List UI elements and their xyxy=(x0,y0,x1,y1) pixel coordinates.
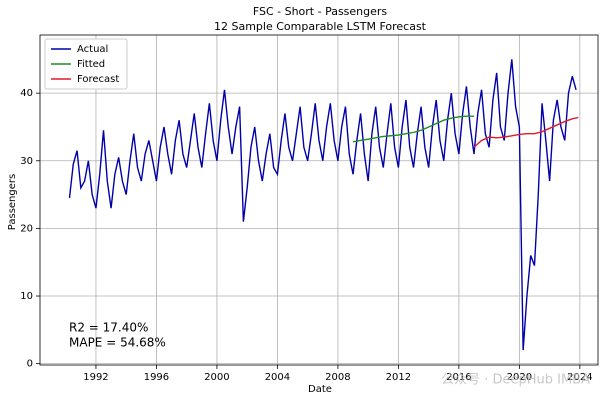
series-line xyxy=(352,115,474,143)
x-tick-label: 2012 xyxy=(386,372,411,383)
chart-title: FSC - Short - Passengers xyxy=(253,5,388,18)
watermark: 公众号 · DeepHub IMBA xyxy=(441,373,590,388)
y-tick-label: 10 xyxy=(20,291,33,302)
x-tick-label: 2000 xyxy=(204,372,229,383)
legend-box xyxy=(44,38,128,90)
x-tick-label: 2008 xyxy=(325,372,350,383)
x-tick-label: 2004 xyxy=(265,372,290,383)
plot-frame xyxy=(39,34,599,366)
y-axis-label: Passengers xyxy=(7,174,18,230)
legend-label: Actual xyxy=(77,44,108,55)
chart-subtitle: 12 Sample Comparable LSTM Forecast xyxy=(214,20,427,33)
x-tick-label: 1992 xyxy=(83,372,108,383)
y-tick-label: 40 xyxy=(20,88,33,99)
y-tick-label: 30 xyxy=(20,156,33,167)
x-tick-label: 2020 xyxy=(507,372,532,383)
annotation: MAPE = 54.68% xyxy=(69,336,166,350)
y-tick-label: 0 xyxy=(27,359,33,370)
legend-label: Fitted xyxy=(77,59,105,70)
legend-label: Forecast xyxy=(77,74,119,85)
annotation: R2 = 17.40% xyxy=(69,321,148,335)
y-tick-label: 20 xyxy=(20,223,33,234)
series-line xyxy=(473,116,579,148)
x-tick-label: 2016 xyxy=(446,372,471,383)
x-tick-label: 1996 xyxy=(144,372,169,383)
x-axis-label: Date xyxy=(308,384,332,395)
x-tick-label: 2024 xyxy=(567,372,592,383)
series-line xyxy=(68,59,577,351)
